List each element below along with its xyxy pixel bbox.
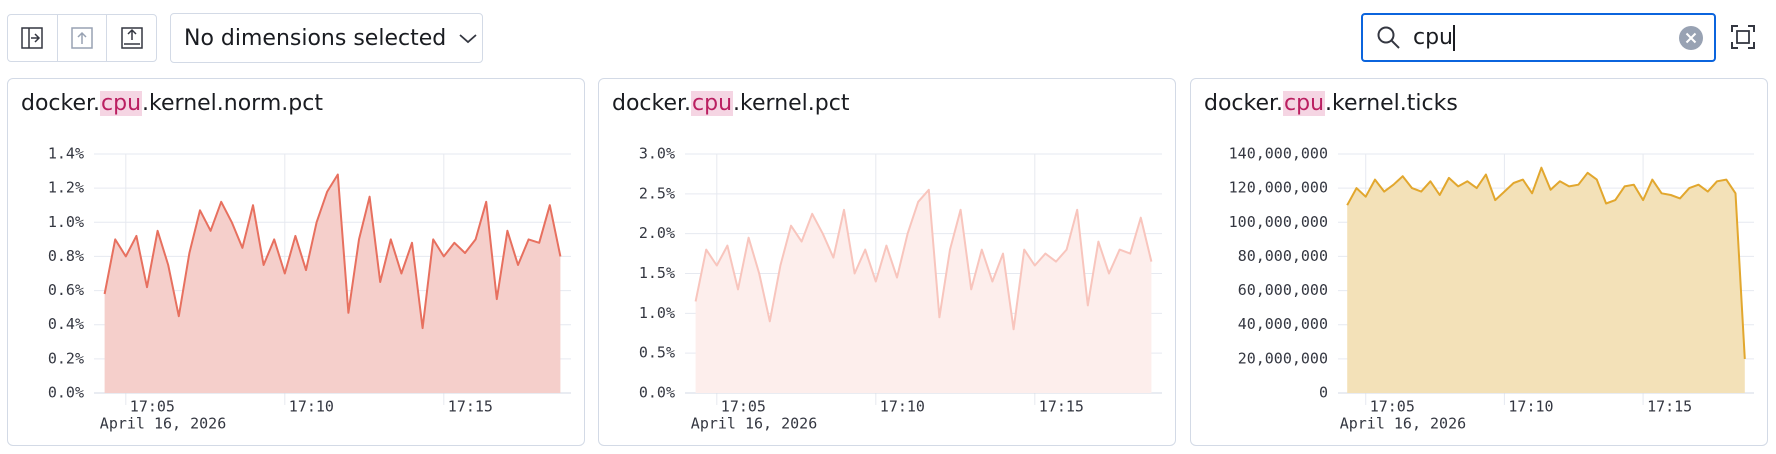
y-tick-label: 2.5% <box>639 184 675 202</box>
y-tick-label: 1.2% <box>48 179 84 197</box>
y-tick-label: 1.5% <box>639 264 675 282</box>
series-line <box>1346 166 1746 359</box>
chart: 0.0% 0.5% 1.0% 1.5% 2.0% 2.5% 3.0% 17:05 17:10 17… <box>639 145 1162 433</box>
series-line <box>694 188 1153 331</box>
search-icon <box>1377 26 1400 49</box>
y-tick-label: 100,000,000 <box>1229 213 1328 231</box>
x-axis-date: April 16, 2026 <box>100 415 226 433</box>
y-tick-label: 2.0% <box>639 224 675 242</box>
y-tick-label: 40,000,000 <box>1238 315 1328 333</box>
y-tick-label: 0.4% <box>48 315 84 333</box>
x-axis-date: April 16, 2026 <box>1340 415 1466 433</box>
y-tick-label: 0.8% <box>48 247 84 265</box>
x-tick-label: 17:15 <box>1039 398 1084 416</box>
chart: 0.0% 0.2% 0.4% 0.6% 0.8% 1.0% 1.2% 1.4% 17:05 17:… <box>48 145 571 433</box>
y-tick-label: 0 <box>1319 384 1328 402</box>
x-tick-label: 17:10 <box>1508 398 1553 416</box>
chart-panel: docker.cpu.kernel.norm.pct 0.0% 0.2% 0.4% 0.… <box>7 78 585 446</box>
x-tick-label: 17:10 <box>880 398 925 416</box>
x-axis-date: April 16, 2026 <box>691 415 817 433</box>
area-fill <box>1347 167 1745 393</box>
series-line <box>103 173 562 330</box>
search-text: cpu <box>1413 25 1454 50</box>
y-tick-label: 1.4% <box>48 145 84 163</box>
area-fill <box>695 189 1152 393</box>
y-tick-label: 1.0% <box>48 213 84 231</box>
collapse-button[interactable] <box>58 15 108 61</box>
y-tick-label: 60,000,000 <box>1238 281 1328 299</box>
area-fill <box>104 174 561 393</box>
y-tick-label: 20,000,000 <box>1238 349 1328 367</box>
x-tick-label: 17:15 <box>448 398 493 416</box>
chart: 0 20,000,000 40,000,000 60,000,000 80,000,00… <box>1229 145 1754 433</box>
chart-panel: docker.cpu.kernel.pct 0.0% 0.5% 1.0% 1.5% 2.0… <box>598 78 1176 446</box>
expand-button[interactable] <box>107 15 156 61</box>
x-tick-label: 17:10 <box>289 398 334 416</box>
y-tick-label: 0.2% <box>48 349 84 367</box>
y-tick-label: 120,000,000 <box>1229 179 1328 197</box>
chart-panel: docker.cpu.kernel.ticks 0 20,000,000 40,000… <box>1190 78 1768 446</box>
chart-title: docker.cpu.kernel.pct <box>612 91 850 116</box>
search-highlight: cpu <box>1283 91 1326 116</box>
y-tick-label: 1.0% <box>639 304 675 322</box>
y-tick-label: 0.0% <box>639 384 675 402</box>
y-tick-label: 140,000,000 <box>1229 145 1328 163</box>
y-tick-label: 3.0% <box>639 145 675 163</box>
fullscreen-button[interactable] <box>1730 24 1756 50</box>
search-highlight: cpu <box>100 91 143 116</box>
toggle-button[interactable] <box>8 15 58 61</box>
select-text: No dimensions selected <box>184 25 447 51</box>
y-tick-label: 0.0% <box>48 384 84 402</box>
search-highlight: cpu <box>691 91 734 116</box>
y-tick-label: 0.5% <box>639 344 675 362</box>
y-tick-label: 0.6% <box>48 281 84 299</box>
chart-title: docker.cpu.kernel.ticks <box>1204 91 1458 116</box>
x-tick-label: 17:05 <box>721 398 766 416</box>
cursor <box>1453 24 1455 51</box>
toolbar-buttons <box>7 14 157 62</box>
x-tick-label: 17:15 <box>1647 398 1692 416</box>
search-box[interactable]: cpu <box>1361 13 1716 62</box>
y-tick-label: 80,000,000 <box>1238 247 1328 265</box>
x-tick-label: 17:05 <box>1370 398 1415 416</box>
clear-button[interactable] <box>1678 25 1704 51</box>
dimension-select[interactable]: No dimensions selected <box>170 13 483 63</box>
chevron <box>459 34 477 44</box>
chart-title: docker.cpu.kernel.norm.pct <box>21 91 323 116</box>
x-tick-label: 17:05 <box>130 398 175 416</box>
